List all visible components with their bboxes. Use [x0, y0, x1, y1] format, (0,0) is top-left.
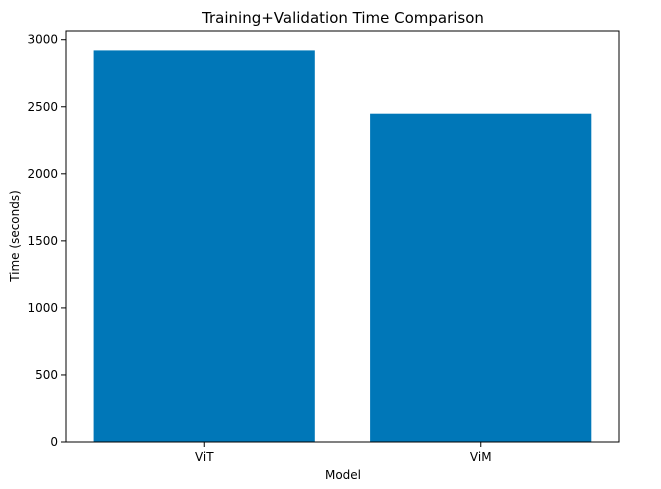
y-tick-label: 3000: [27, 33, 58, 47]
y-tick-label: 1500: [27, 234, 58, 248]
x-axis: ViT ViM: [195, 442, 492, 464]
y-axis-label: Time (seconds): [8, 190, 22, 283]
y-tick-label: 1000: [27, 301, 58, 315]
bar-vit: [93, 50, 315, 443]
x-axis-label: Model: [325, 468, 361, 482]
y-tick-label: 2000: [27, 167, 58, 181]
y-tick-label: 0: [50, 435, 58, 449]
x-tick-label: ViM: [470, 450, 492, 464]
y-tick-label: 500: [35, 368, 58, 382]
plot-area: [93, 50, 592, 443]
bar-vim: [370, 113, 592, 442]
y-axis: 0 500 1000 1500 2000 2500 3000: [27, 33, 66, 449]
x-tick-label: ViT: [195, 450, 214, 464]
chart-title: Training+Validation Time Comparison: [201, 9, 484, 27]
y-tick-label: 2500: [27, 100, 58, 114]
plot-frame: [65, 30, 620, 443]
